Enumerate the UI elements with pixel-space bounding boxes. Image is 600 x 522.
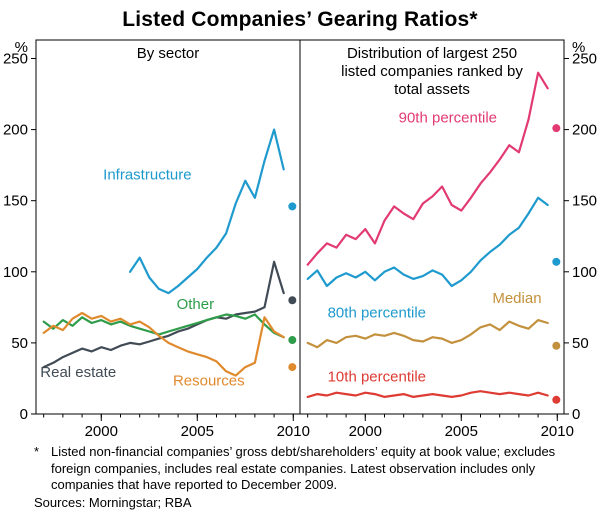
panel-title: total assets	[394, 81, 470, 98]
latest-dot-median	[552, 341, 561, 350]
y-tick-label-left: 250	[3, 50, 28, 67]
y-tick-label-right: 0	[572, 406, 580, 423]
series-label-real-estate: Real estate	[40, 364, 116, 381]
series-line-infrastructure	[129, 128, 285, 295]
x-tick-label: 2005	[181, 423, 214, 440]
series-label-infrastructure: Infrastructure	[103, 166, 191, 183]
y-tick-label-right: 200	[572, 122, 597, 139]
y-tick-label-right: 50	[572, 335, 589, 352]
series-line-resources	[42, 311, 285, 377]
y-tick-label-left: 150	[3, 193, 28, 210]
series-line-10th-percentile	[306, 390, 549, 398]
series-label-10th-percentile: 10th percentile	[328, 368, 426, 385]
latest-dot-other	[288, 336, 297, 345]
series-line-median	[306, 319, 549, 349]
series-line-90th-percentile	[306, 71, 549, 266]
panel-title: Distribution of largest 250	[347, 45, 517, 62]
gearing-ratios-chart: 0 0 50 50 100 100 150 150 200 200 250 250% % 2000 2005…	[3, 39, 597, 440]
footnote-block: * Listed non-financial companies’ gross …	[0, 442, 600, 512]
latest-dot-real-estate	[288, 296, 297, 305]
latest-dot-infrastructure	[288, 202, 297, 211]
y-axis-unit-left: %	[15, 39, 28, 56]
latest-dot-80th-percentile	[552, 257, 561, 266]
x-tick-label: 2010	[541, 423, 574, 440]
y-tick-label-right: 250	[572, 50, 597, 67]
series-line-other	[42, 313, 285, 339]
x-tick-label: 2000	[85, 423, 118, 440]
y-tick-label-right: 100	[572, 264, 597, 281]
y-axis-unit-right: %	[572, 39, 585, 56]
series-line-80th-percentile	[306, 196, 549, 288]
series-label-resources: Resources	[173, 373, 245, 390]
x-tick-label: 2010	[277, 423, 310, 440]
chart-title: Listed Companies’ Gearing Ratios*	[122, 8, 478, 31]
y-tick-label-left: 0	[20, 406, 28, 423]
y-tick-label-right: 150	[572, 193, 597, 210]
x-tick-label: 2000	[349, 423, 382, 440]
series-label-90th-percentile: 90th percentile	[399, 109, 497, 126]
series-label-median: Median	[492, 290, 541, 307]
y-tick-label-left: 50	[11, 335, 28, 352]
series-line-real-estate	[42, 260, 285, 369]
latest-dot-90th-percentile	[552, 124, 561, 133]
y-tick-label-left: 200	[3, 122, 28, 139]
latest-dot-resources	[288, 363, 297, 372]
series-label-other: Other	[177, 296, 215, 313]
latest-dot-10th-percentile	[552, 395, 561, 404]
panel-title: listed companies ranked by	[341, 63, 523, 80]
footnote-text: Listed non-financial companies’ gross de…	[51, 444, 556, 493]
panel-title: By sector	[137, 45, 200, 62]
footnote-asterisk: *	[34, 444, 40, 459]
y-tick-label-left: 100	[3, 264, 28, 281]
sources-line: Sources: Morningstar; RBA	[34, 494, 192, 510]
series-label-80th-percentile: 80th percentile	[328, 304, 426, 321]
x-tick-label: 2005	[445, 423, 478, 440]
